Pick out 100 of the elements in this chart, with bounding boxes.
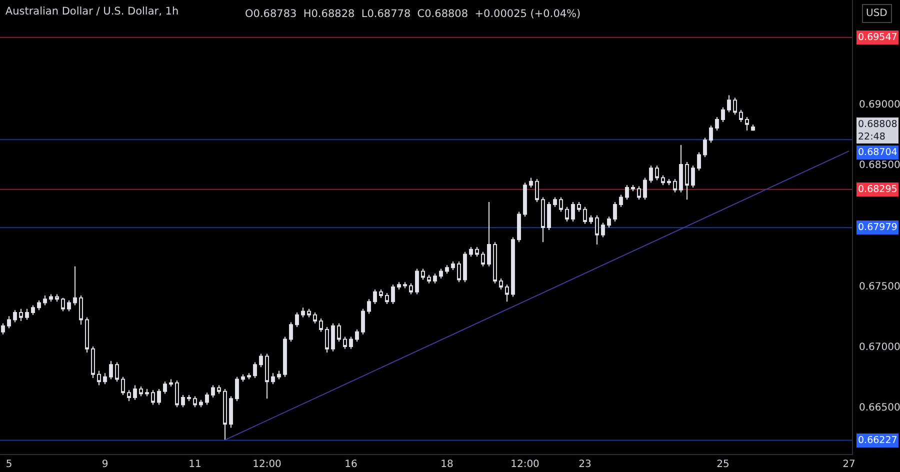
ref-line-label: 0.66227: [858, 435, 898, 446]
candlestick: [715, 116, 719, 131]
candlestick: [157, 388, 161, 406]
candlestick: [175, 380, 179, 408]
candlestick: [91, 346, 95, 379]
x-tick-label: 27: [842, 459, 856, 470]
candlestick: [391, 284, 395, 304]
candlestick: [61, 297, 65, 312]
candlestick: [559, 196, 563, 212]
candlestick: [43, 295, 47, 306]
candlestick: [109, 360, 113, 380]
candlestick: [643, 177, 647, 200]
x-tick-label: 16: [344, 459, 358, 470]
x-tick-label: 18: [440, 459, 454, 470]
candlestick: [505, 284, 509, 302]
candlestick: [517, 211, 521, 243]
candlestick: [415, 268, 419, 295]
candlestick: [727, 94, 731, 113]
candlestick: [163, 381, 167, 394]
candlestick: [337, 322, 341, 342]
candlestick: [445, 264, 449, 274]
candlestick: [379, 288, 383, 298]
candlestick: [169, 378, 173, 388]
candlestick: [325, 326, 329, 354]
candlestick: [307, 308, 311, 318]
candlestick: [265, 353, 269, 400]
candlestick: [397, 282, 401, 290]
candlestick: [205, 392, 209, 406]
candlestick: [475, 246, 479, 258]
candlestick: [67, 300, 71, 312]
candlestick: [649, 165, 653, 184]
candlestick: [619, 194, 623, 208]
candlestick: [463, 251, 467, 283]
ref-line-label: 0.69547: [858, 32, 898, 43]
candlestick: [631, 184, 635, 192]
candlestick: [97, 370, 101, 386]
candlestick: [115, 362, 119, 382]
candlestick: [85, 316, 89, 354]
candlestick: [277, 370, 281, 380]
x-tick-label: 25: [716, 459, 730, 470]
candlestick: [733, 97, 737, 116]
text: O0.68783 H0.68828 L0.68778 C0.68808 +0.00025 (+0.04%): [245, 8, 581, 20]
text: 22:48: [858, 131, 886, 142]
candlestick: [469, 246, 473, 258]
candlestick: [49, 294, 53, 302]
y-tick-label: 0.67000: [859, 342, 900, 353]
candlestick: [313, 312, 317, 324]
x-tick-label: 23: [578, 459, 592, 470]
candlestick: [79, 295, 83, 326]
candlestick: [19, 308, 23, 322]
candlestick: [511, 236, 515, 298]
x-tick-label: 12:00: [510, 459, 540, 470]
candlestick: [127, 390, 131, 402]
candlestick: [709, 125, 713, 144]
candlestick: [1, 322, 5, 335]
candlestick: [685, 162, 689, 200]
candlestick: [547, 202, 551, 230]
candlestick: [745, 116, 749, 131]
candlestick: [499, 278, 503, 290]
candlestick: [493, 242, 497, 284]
y-tick-label: 0.66500: [859, 402, 900, 414]
y-tick-label: 0.69000: [859, 99, 900, 110]
candlestick: [25, 308, 29, 320]
candlestick: [355, 328, 359, 342]
candlestick: [247, 372, 251, 380]
candlestick: [151, 390, 155, 406]
candlestick: [655, 165, 659, 181]
candlestick: [73, 266, 77, 306]
candlestick: [229, 396, 233, 428]
candlestick: [673, 178, 677, 193]
text: USD: [866, 8, 888, 19]
candlestick: [343, 336, 347, 350]
candlestick: [613, 202, 617, 222]
candlestick: [661, 174, 665, 186]
y-tick-label: 0.68500: [859, 160, 900, 171]
candlestick: [625, 184, 629, 200]
candlestick: [349, 336, 353, 350]
candlestick: [55, 294, 59, 302]
candlestick: [577, 202, 581, 212]
candlestick: [409, 282, 413, 295]
text: Australian Dollar / U.S. Dollar, 1h: [5, 5, 179, 18]
candlestick: [589, 214, 593, 224]
candlestick: [103, 372, 107, 385]
candlestick: [481, 251, 485, 267]
candlestick: [487, 202, 491, 267]
candlestick: [721, 106, 725, 122]
candlestick: [181, 394, 185, 408]
candlestick: [439, 268, 443, 280]
candlestick: [235, 376, 239, 402]
candlestick: [433, 273, 437, 284]
ref-line-label: 0.68295: [858, 184, 898, 195]
candlestick: [421, 268, 425, 280]
candlestick: [331, 322, 335, 352]
candlestick: [289, 322, 293, 342]
candlestick: [667, 178, 671, 186]
text: 0.68808: [858, 119, 898, 130]
candlestick: [367, 298, 371, 314]
candlestick: [691, 165, 695, 188]
candlestick: [739, 109, 743, 122]
candlestick: [451, 261, 455, 271]
